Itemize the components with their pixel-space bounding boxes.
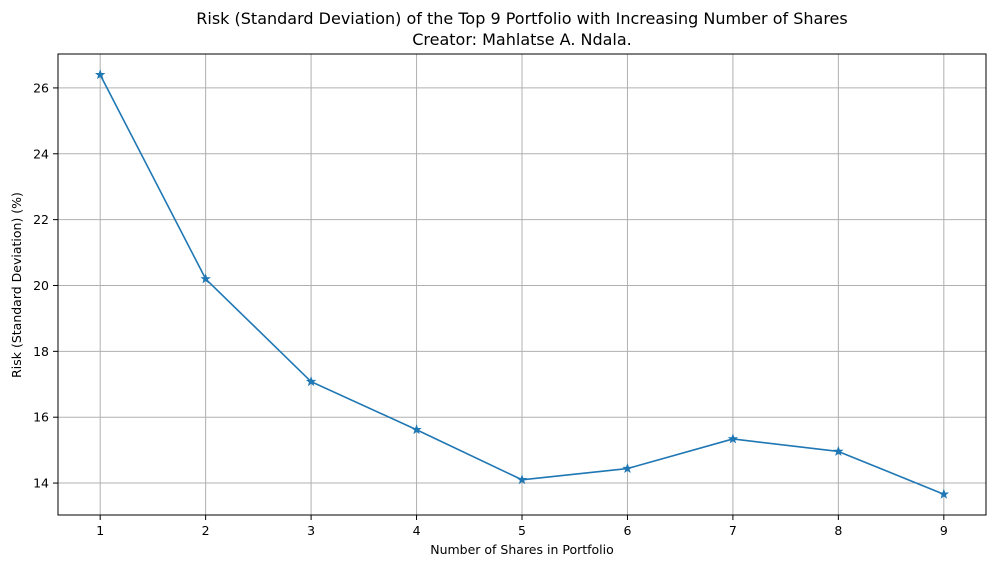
x-tick-label: 5	[518, 523, 526, 538]
data-point-marker	[200, 273, 211, 284]
x-tick-label: 3	[307, 523, 315, 538]
x-tick-label: 8	[834, 523, 842, 538]
x-tick-label: 2	[202, 523, 210, 538]
series-layer	[94, 69, 950, 499]
y-tick-label: 26	[33, 80, 49, 95]
x-tick-label: 4	[413, 523, 421, 538]
x-tick-label: 6	[623, 523, 631, 538]
data-point-marker	[938, 488, 950, 499]
plot-area-frame	[57, 53, 987, 516]
x-axis-label: Number of Shares in Portfolio	[430, 542, 614, 557]
axis-ticks: 1 2 3 4 5 6 7 8 9 14 16 18 20 22 24 26	[33, 80, 948, 538]
data-point-marker	[516, 474, 528, 485]
chart-subtitle: Creator: Mahlatse A. Ndala.	[412, 30, 632, 49]
grid	[58, 54, 986, 515]
chart-title: Risk (Standard Deviation) of the Top 9 P…	[196, 9, 847, 28]
y-tick-label: 18	[33, 344, 49, 359]
y-tick-label: 16	[33, 410, 49, 425]
data-point-marker	[622, 463, 633, 473]
y-tick-label: 24	[33, 146, 49, 161]
y-axis-label: Risk (Standard Deviation) (%)	[9, 192, 24, 378]
x-tick-label: 7	[729, 523, 737, 538]
data-point-marker	[94, 69, 106, 80]
data-point-marker	[411, 424, 422, 435]
y-tick-label: 14	[33, 476, 49, 491]
data-point-marker	[727, 433, 739, 444]
y-tick-label: 22	[33, 212, 49, 227]
y-tick-label: 20	[33, 278, 49, 293]
data-point-marker	[833, 445, 844, 456]
data-point-marker	[305, 376, 317, 387]
x-tick-label: 9	[940, 523, 948, 538]
x-tick-label: 1	[96, 523, 104, 538]
